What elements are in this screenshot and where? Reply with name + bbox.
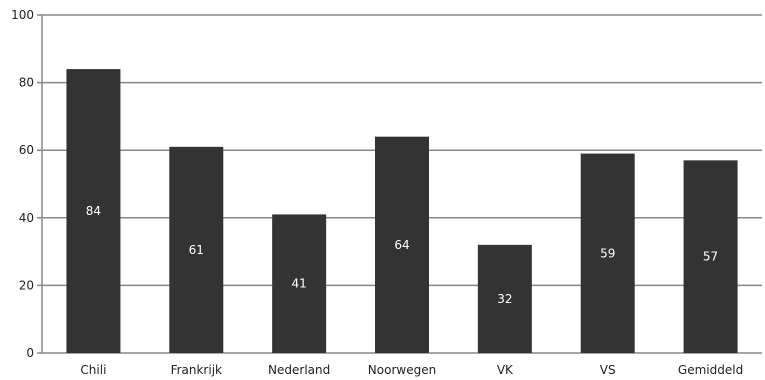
bar — [375, 136, 429, 353]
bar-value-label: 59 — [600, 246, 615, 260]
bar — [169, 146, 224, 353]
labels-layer: 0 20 40 60 80 100 84 Chili 61 Frankrijk 41 Nederlan… — [11, 8, 743, 377]
x-tick-label: Nederland — [268, 363, 330, 377]
x-tick-label: VS — [600, 363, 616, 377]
x-tick-label: Frankrijk — [171, 363, 222, 377]
y-tick-label: 80 — [19, 76, 34, 90]
bar — [683, 160, 738, 353]
x-tick-label: Noorwegen — [368, 363, 436, 377]
y-tick-label: 0 — [26, 346, 34, 360]
bar-value-label: 61 — [189, 243, 204, 257]
x-tick-label: VK — [497, 363, 514, 377]
bar-value-label: 64 — [394, 238, 409, 252]
x-tick-label: Chili — [80, 363, 106, 377]
y-tick-label: 20 — [19, 278, 34, 292]
y-tick-label: 100 — [11, 8, 34, 22]
bar — [66, 69, 121, 353]
bar-value-label: 84 — [86, 204, 101, 218]
y-tick-label: 60 — [19, 143, 34, 157]
bar — [477, 244, 532, 353]
bar-value-label: 41 — [292, 277, 307, 291]
y-tick-label: 40 — [19, 211, 34, 225]
bars-layer — [66, 69, 738, 353]
bar-value-label: 57 — [703, 250, 718, 264]
x-tick-label: Gemiddeld — [678, 363, 743, 377]
bar — [272, 214, 327, 353]
bar-value-label: 32 — [497, 292, 512, 306]
bar — [580, 153, 635, 353]
